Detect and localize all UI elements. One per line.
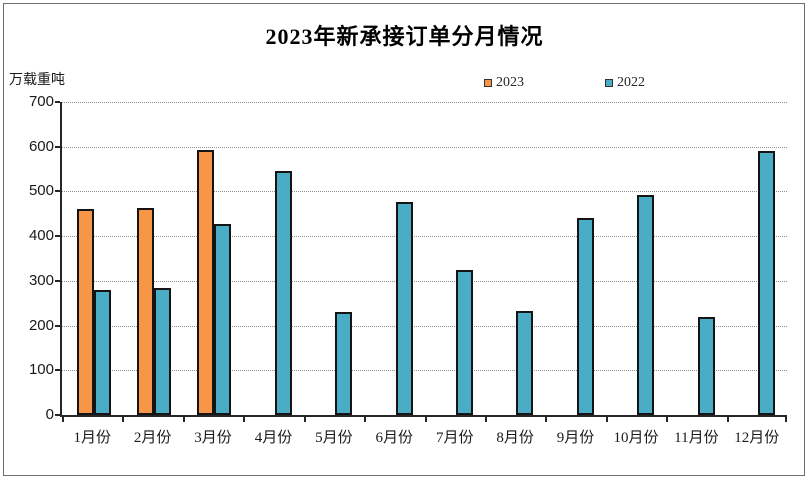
bar-2022-2月份 [153,288,171,415]
x-axis-tick [243,415,246,422]
bar-2022-10月份 [637,195,655,415]
x-axis-tick [605,415,608,422]
y-axis-tick [55,414,60,416]
legend-swatch-2023-icon [484,79,492,87]
legend-label-2023: 2023 [496,75,524,90]
x-axis-tick [726,415,729,422]
bar-2022-4月份 [274,170,292,415]
bar-2022-9月份 [576,218,594,415]
x-axis-tick [484,415,487,422]
x-axis-tick [364,415,367,422]
bar-2023-3月份 [197,149,215,415]
legend-item-2023: 2023 [484,75,524,91]
x-axis-tick [62,415,64,422]
x-axis-category-label: 9月份 [556,430,595,446]
bar-2023-1月份 [76,209,94,415]
gridline [62,325,787,327]
y-axis-tick [55,235,60,238]
x-axis-tick [182,415,185,422]
legend-item-2022: 2022 [605,75,645,91]
bar-2022-8月份 [516,311,534,415]
x-axis-tick [545,415,548,422]
bar-2022-11月份 [697,316,715,415]
y-axis-tick [55,101,60,103]
bar-2022-7月份 [456,269,473,415]
bar-2022-1月份 [93,289,111,415]
gridline [62,370,787,372]
gridline [62,236,787,238]
legend-label-2022: 2022 [617,75,645,90]
gridline [62,191,787,193]
chart-title: 2023年新承接订单分月情况 [265,24,544,49]
y-axis-tick [55,324,60,327]
y-axis-tick-label: 500 [28,182,54,200]
bar-2022-3月份 [214,223,232,415]
x-axis-tick [424,415,427,422]
x-axis-category-label: 7月份 [435,430,474,446]
bar-2022-12月份 [758,150,776,415]
y-axis-tick-label: 300 [28,271,54,289]
y-axis-tick [55,279,60,282]
x-axis-category-label: 2月份 [133,430,172,446]
x-axis-tick [666,415,669,422]
y-axis-tick-label: 400 [28,227,54,245]
y-axis-tick [55,190,60,193]
y-axis-tick [55,145,60,148]
x-axis-category-label: 8月份 [496,430,534,446]
x-axis-category-label: 10月份 [613,430,659,446]
x-axis-category-label: 11月份 [674,430,719,446]
x-axis-tick [122,415,125,422]
y-axis-tick-label: 600 [28,137,54,155]
chart-outer-border [3,3,805,476]
plot-area [55,101,787,422]
x-axis-tick [785,415,787,422]
x-axis-category-label: 12月份 [734,430,780,446]
y-axis-tick-label: 700 [28,93,54,110]
x-axis-tick [303,415,306,422]
y-axis-tick-label: 0 [45,406,54,423]
bar-2022-5月份 [335,312,353,415]
x-axis-category-label: 4月份 [254,430,293,446]
gridline [62,102,787,103]
gridline [62,280,787,282]
y-axis-tick [55,369,60,372]
x-axis-category-label: 6月份 [375,430,414,446]
bar-2023-2月份 [136,207,154,415]
legend-swatch-2022-icon [605,79,613,87]
x-axis-category-label: 3月份 [194,430,232,446]
x-axis-category-label: 1月份 [73,430,111,446]
x-axis-category-label: 5月份 [315,430,353,446]
bar-2022-6月份 [395,202,413,415]
y-axis-unit-label: 万载重吨 [9,73,65,88]
y-axis-tick-label: 200 [28,316,54,334]
gridline [62,146,787,148]
y-axis-tick-label: 100 [28,361,54,379]
